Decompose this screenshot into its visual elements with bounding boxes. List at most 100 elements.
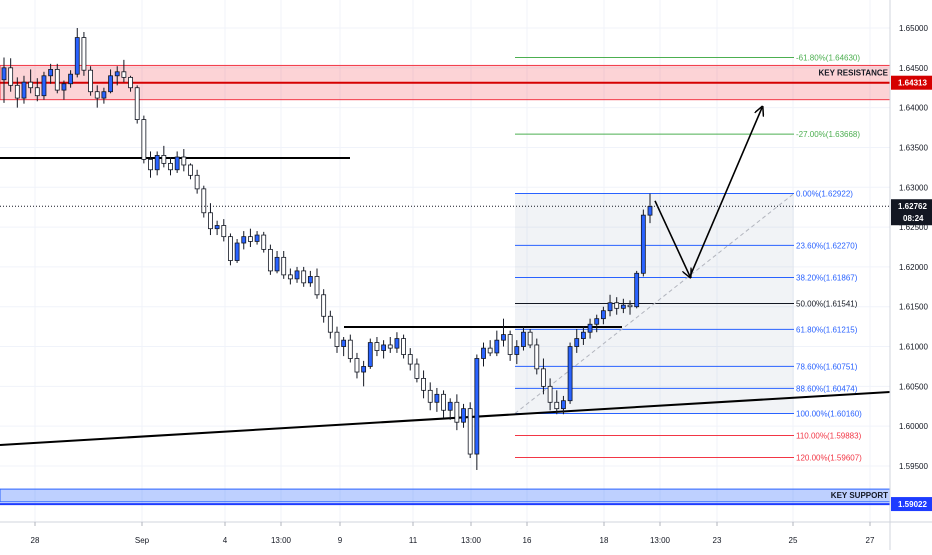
candle: [561, 395, 566, 415]
candle-body: [154, 155, 160, 171]
candle-body: [14, 84, 20, 99]
candle-body: [228, 236, 233, 261]
candle-body: [214, 225, 220, 230]
candle-body: [627, 304, 633, 308]
candle: [121, 59, 127, 83]
x-tick-label: 25: [789, 536, 798, 545]
candle: [8, 58, 14, 92]
candle: [587, 318, 593, 339]
candle: [88, 66, 93, 96]
candle: [634, 270, 640, 309]
rising-trendline[interactable]: [0, 391, 891, 446]
candle-body: [414, 363, 420, 379]
x-tick-label: Sep: [135, 536, 150, 545]
key-support-label: KEY SUPPORT: [831, 491, 888, 500]
candle: [507, 330, 513, 361]
y-tick-label: 1.61500: [899, 303, 928, 312]
candle: [174, 151, 180, 173]
candle-body: [354, 358, 360, 373]
candle: [461, 403, 466, 428]
candle: [108, 69, 113, 94]
fib-level-label: 23.60%(1.62270): [796, 241, 858, 250]
candle-body: [221, 225, 227, 238]
candle-body: [294, 270, 300, 280]
candle-body: [507, 334, 513, 355]
candle: [14, 77, 20, 108]
candle-body: [148, 158, 153, 171]
candle-body: [174, 156, 180, 171]
x-tick-label: 13:00: [650, 536, 671, 545]
candle: [128, 75, 133, 92]
support-price-label: 1.59022: [898, 500, 927, 509]
candle: [534, 338, 540, 375]
arrows-layer[interactable]: [654, 108, 762, 277]
candle: [467, 402, 473, 459]
candle: [287, 268, 293, 285]
candle: [208, 203, 213, 236]
candle: [494, 330, 500, 357]
candle-body: [101, 91, 107, 99]
candle-body: [567, 346, 573, 402]
candle: [481, 342, 486, 367]
candle: [447, 398, 453, 420]
candle-body: [61, 83, 67, 91]
candle: [188, 163, 193, 180]
projection-arrow-up[interactable]: [689, 108, 762, 277]
candle-body: [467, 408, 473, 455]
candle-body: [367, 342, 373, 367]
candle-body: [94, 91, 100, 99]
candle: [454, 394, 460, 431]
candle-body: [434, 393, 440, 403]
candle: [321, 289, 327, 323]
candle-body: [441, 393, 446, 411]
candle: [294, 266, 300, 283]
time-axis-background: [0, 522, 932, 550]
candle: [521, 326, 526, 351]
candle-body: [208, 212, 213, 230]
y-tick-label: 1.60000: [899, 422, 928, 431]
candle-body: [267, 248, 273, 272]
y-tick-label: 1.63500: [899, 143, 928, 152]
candle: [594, 314, 600, 333]
candle-body: [128, 76, 133, 89]
candle: [114, 66, 120, 86]
candle-body: [1, 67, 7, 81]
candle-body: [447, 401, 453, 411]
candle: [274, 250, 280, 274]
candle-body: [241, 236, 247, 244]
candles-layer: [1, 28, 653, 470]
candle: [541, 358, 546, 395]
candle: [134, 85, 140, 124]
candle-body: [487, 347, 493, 354]
y-tick-label: 1.61000: [899, 343, 928, 352]
candle: [441, 390, 446, 419]
support-price-badge: [891, 497, 932, 512]
candle-body: [594, 318, 600, 325]
candle-body: [381, 344, 387, 351]
candle: [627, 300, 633, 315]
candle: [414, 358, 420, 383]
candle-body: [587, 323, 593, 333]
candle: [374, 336, 380, 357]
y-tick-label: 1.65000: [899, 24, 928, 33]
candle-body: [614, 302, 620, 309]
candle-body: [34, 87, 40, 97]
candle: [241, 231, 247, 250]
candle: [61, 80, 67, 100]
y-tick-label: 1.64500: [899, 64, 928, 73]
bar-countdown-label: 08:24: [903, 214, 924, 223]
candle: [248, 228, 253, 247]
resistance-price-label: 1.64313: [898, 79, 927, 88]
candle-body: [521, 331, 526, 347]
fibonacci-layer[interactable]: -61.80%(1.64630) -27.00%(1.63668) 0.00%(1.…: [514, 53, 862, 462]
projection-arrow-down[interactable]: [654, 200, 690, 277]
candle-body: [281, 256, 287, 276]
x-tick-label: 16: [523, 536, 532, 545]
x-tick-label: 28: [31, 536, 40, 545]
candle-body: [254, 234, 260, 242]
current-price-label: 1.62762: [898, 202, 927, 211]
candle: [434, 387, 440, 412]
